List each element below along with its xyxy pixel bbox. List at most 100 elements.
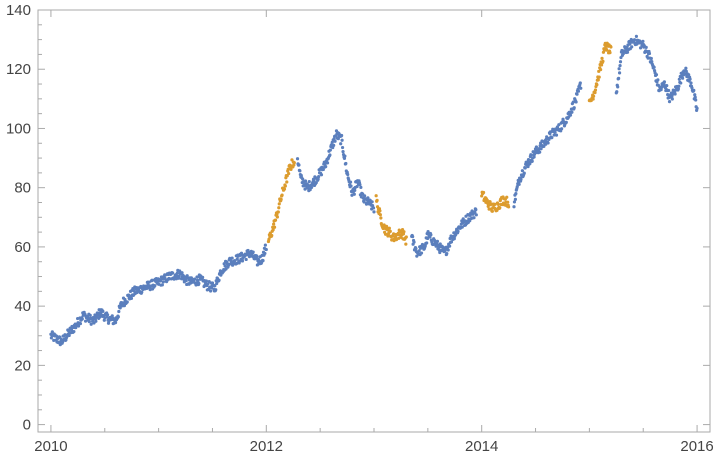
highlighted-data-point bbox=[271, 228, 275, 232]
highlighted-data-point bbox=[287, 171, 291, 176]
data-point bbox=[355, 184, 359, 189]
data-point bbox=[344, 161, 348, 166]
data-point bbox=[50, 330, 54, 334]
data-point bbox=[110, 314, 114, 318]
data-point bbox=[512, 200, 517, 204]
data-point bbox=[670, 97, 674, 101]
x-tick-label: 2014 bbox=[465, 438, 498, 455]
data-point bbox=[665, 84, 669, 88]
data-point bbox=[519, 177, 523, 181]
data-point bbox=[474, 207, 478, 212]
data-point bbox=[690, 86, 694, 90]
highlighted-data-point bbox=[283, 184, 287, 188]
highlighted-data-point bbox=[270, 233, 274, 238]
data-point bbox=[332, 137, 336, 141]
highlighted-data-point bbox=[593, 91, 597, 95]
data-point bbox=[264, 247, 268, 252]
data-point bbox=[550, 136, 554, 140]
data-point bbox=[673, 92, 677, 96]
data-point bbox=[316, 177, 320, 181]
data-point bbox=[515, 185, 519, 189]
data-point bbox=[449, 240, 454, 244]
highlighted-data-point bbox=[592, 94, 596, 98]
data-point bbox=[689, 81, 693, 85]
highlighted-data-point bbox=[387, 226, 391, 230]
highlighted-data-point bbox=[382, 223, 386, 227]
data-point bbox=[158, 279, 163, 283]
data-point bbox=[526, 158, 531, 162]
data-point bbox=[180, 271, 184, 275]
data-point bbox=[54, 334, 59, 338]
highlighted-data-point bbox=[375, 198, 379, 202]
y-tick-label: 140 bbox=[6, 2, 31, 19]
highlighted-data-point bbox=[402, 230, 406, 234]
x-tick-label: 2016 bbox=[680, 438, 713, 455]
data-point bbox=[625, 50, 630, 54]
highlighted-data-point bbox=[404, 242, 408, 246]
data-point bbox=[575, 92, 579, 96]
data-point bbox=[513, 197, 518, 201]
data-point bbox=[652, 65, 656, 69]
data-point bbox=[246, 248, 250, 253]
data-point bbox=[372, 210, 376, 214]
data-point bbox=[435, 239, 440, 244]
highlighted-data-point bbox=[272, 222, 276, 226]
y-tick-label: 20 bbox=[14, 357, 31, 374]
data-point bbox=[530, 159, 534, 163]
highlighted-data-point bbox=[493, 202, 497, 206]
data-point bbox=[255, 254, 259, 259]
data-points bbox=[49, 34, 699, 347]
data-point bbox=[547, 137, 551, 141]
data-point bbox=[101, 309, 105, 314]
data-point bbox=[325, 161, 330, 165]
data-point bbox=[213, 284, 217, 288]
data-point bbox=[340, 133, 344, 138]
data-point bbox=[564, 120, 568, 124]
data-point bbox=[336, 137, 340, 141]
data-point bbox=[647, 51, 652, 56]
plot-frame bbox=[37, 9, 711, 433]
data-point bbox=[135, 290, 139, 295]
highlighted-data-point bbox=[292, 161, 296, 165]
highlighted-data-point bbox=[507, 205, 511, 209]
data-point bbox=[306, 184, 310, 188]
data-point bbox=[204, 279, 208, 283]
data-point bbox=[317, 174, 321, 179]
highlighted-data-point bbox=[378, 213, 382, 217]
data-point bbox=[240, 259, 245, 263]
data-point bbox=[217, 278, 221, 282]
x-tick-label: 2012 bbox=[250, 438, 283, 455]
data-point bbox=[244, 257, 248, 262]
highlighted-data-point bbox=[275, 215, 279, 219]
data-point bbox=[340, 145, 345, 150]
data-point bbox=[539, 147, 543, 151]
data-point bbox=[175, 271, 179, 275]
data-point bbox=[301, 177, 305, 181]
data-point bbox=[102, 318, 106, 322]
data-point bbox=[263, 251, 267, 256]
data-point bbox=[303, 179, 308, 183]
data-point bbox=[370, 200, 374, 204]
data-point bbox=[460, 225, 464, 229]
data-point bbox=[312, 179, 316, 183]
data-point bbox=[618, 63, 622, 68]
data-point bbox=[153, 284, 157, 288]
data-point bbox=[542, 144, 546, 148]
data-point bbox=[251, 250, 255, 254]
data-point bbox=[528, 162, 532, 166]
y-tick-label: 60 bbox=[14, 239, 31, 256]
data-point bbox=[425, 241, 429, 245]
data-point bbox=[448, 244, 452, 248]
data-point bbox=[617, 76, 621, 80]
y-tick-label: 40 bbox=[14, 298, 31, 315]
data-point bbox=[578, 81, 582, 85]
data-point bbox=[650, 59, 654, 64]
highlighted-data-point bbox=[404, 235, 408, 239]
data-point bbox=[346, 172, 350, 177]
highlighted-data-point bbox=[286, 167, 290, 171]
data-point bbox=[662, 80, 667, 84]
data-point bbox=[692, 88, 696, 92]
data-point bbox=[206, 282, 210, 286]
data-point bbox=[339, 142, 343, 146]
data-point bbox=[617, 67, 621, 71]
